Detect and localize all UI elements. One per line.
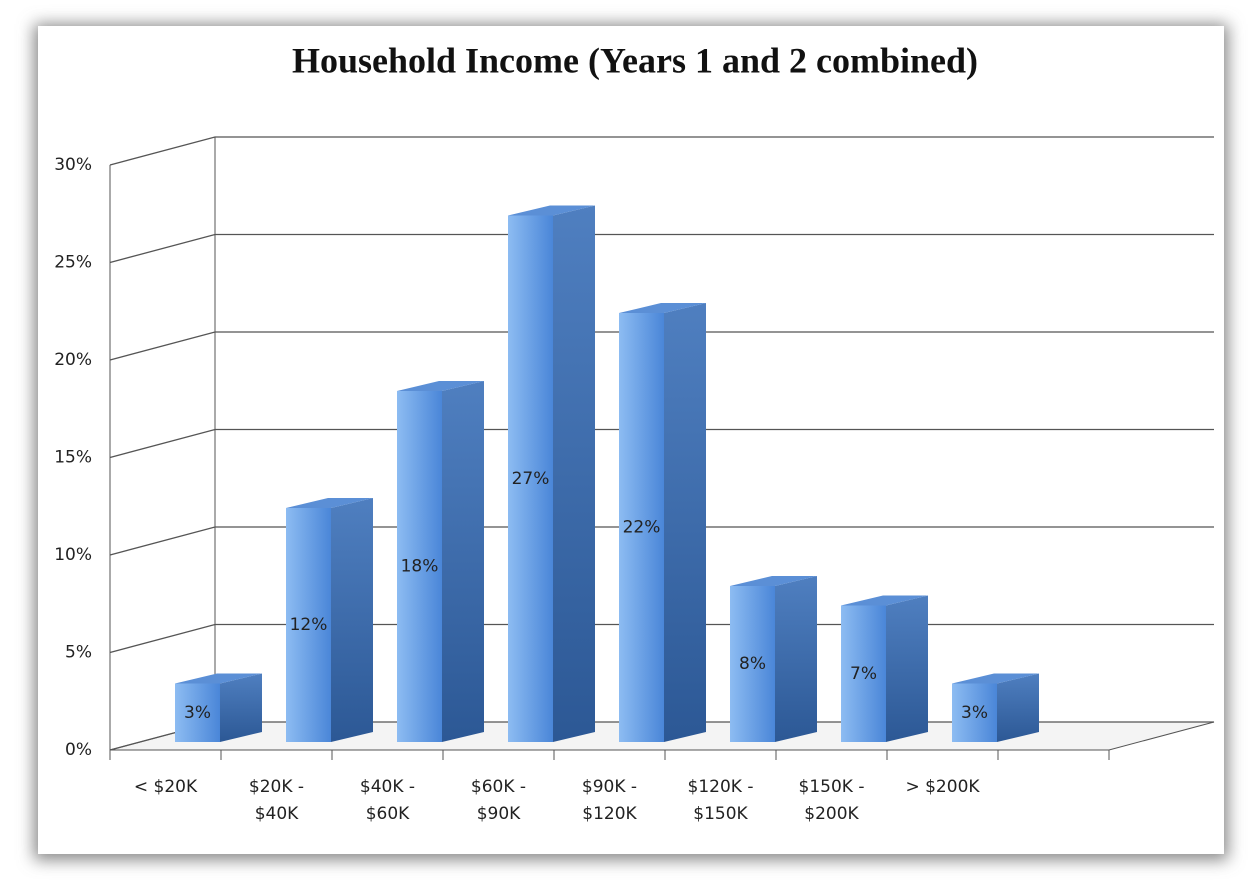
grid-line [109, 428, 1214, 459]
y-tick-label: 20% [54, 350, 92, 370]
x-tick-label: > $200K [905, 777, 980, 797]
bar-side [442, 381, 484, 742]
bar-side [553, 205, 595, 742]
bar-top [508, 205, 595, 216]
bar-side [331, 498, 373, 742]
data-label: 12% [290, 615, 328, 635]
bar-side [886, 595, 928, 742]
bar [952, 683, 997, 742]
x-tick-label: $40K -$60K [360, 777, 415, 824]
bar [175, 683, 220, 742]
x-tick-label: $60K -$90K [471, 777, 526, 824]
y-tick-label: 30% [54, 155, 92, 175]
x-tick-label: $120K -$150K [688, 777, 754, 824]
bar-top [841, 595, 928, 606]
x-tick-label: < $20K [134, 777, 198, 797]
bar-top [619, 303, 706, 313]
y-tick-label: 5% [65, 643, 92, 663]
grid-line [109, 233, 1214, 264]
grid-line [109, 526, 1214, 556]
bar [730, 586, 775, 742]
chart-title: Household Income (Years 1 and 2 combined… [292, 40, 978, 80]
data-label: 3% [961, 703, 988, 723]
y-tick-label: 15% [54, 448, 92, 468]
data-label: 18% [401, 557, 439, 577]
x-tick-label: $20K -$40K [249, 777, 304, 824]
y-tick-label: 10% [54, 545, 92, 565]
x-tick-label: $150K -$200K [799, 777, 865, 824]
y-tick-label: 25% [54, 253, 92, 273]
data-label: 8% [739, 654, 766, 674]
grid-line [109, 331, 1214, 361]
grid-line [109, 136, 1214, 166]
data-label: 27% [512, 469, 550, 489]
bar-side [997, 673, 1039, 742]
bar-side [664, 303, 706, 742]
bar-side [775, 576, 817, 742]
bar-top [286, 498, 373, 508]
y-tick-label: 0% [65, 740, 92, 760]
x-tick-label: $90K -$120K [582, 777, 638, 824]
bar [619, 313, 664, 742]
bar-top [730, 576, 817, 586]
data-label: 3% [184, 703, 211, 723]
bar-top [952, 673, 1039, 684]
bar [508, 215, 553, 742]
bar-side [220, 673, 262, 742]
bar [841, 605, 886, 742]
bar-top [397, 381, 484, 391]
data-label: 7% [850, 664, 877, 684]
bar [286, 508, 331, 742]
bar [397, 391, 442, 742]
data-label: 22% [623, 518, 661, 538]
bar-top [175, 673, 262, 684]
